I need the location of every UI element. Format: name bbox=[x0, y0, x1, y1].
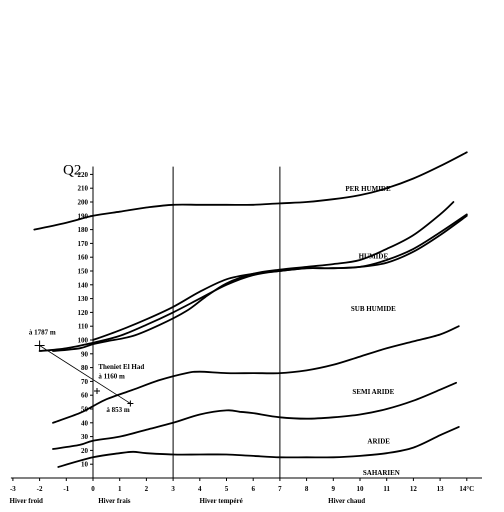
y-tick-label-3: 40 bbox=[81, 419, 89, 427]
station-label-3: à 853 m bbox=[106, 406, 130, 414]
x-tick-label-17: 14°C bbox=[459, 485, 474, 493]
y-tick-label-12: 130 bbox=[78, 295, 89, 303]
y-tick-label-14: 150 bbox=[78, 268, 89, 276]
season-label-0: Hiver froid bbox=[10, 497, 43, 505]
y-tick-label-15: 160 bbox=[78, 254, 89, 262]
x-tick-label-3: 0 bbox=[91, 485, 95, 493]
y-tick-label-0: 10 bbox=[81, 461, 89, 469]
station-labels: à 1787 m Theniet El Had à 1160 m à 853 m bbox=[29, 328, 144, 413]
zone-labels: PER HUMIDE HUMIDE SUB HUMIDE SEMI ARIDE ARID… bbox=[345, 185, 399, 477]
station-markers bbox=[34, 340, 134, 407]
season-label-2: Hiver tempéré bbox=[200, 497, 243, 505]
station-label-1: Theniet El Had bbox=[98, 363, 144, 371]
axes bbox=[10, 166, 482, 479]
y-tick-label-18: 190 bbox=[78, 212, 89, 220]
y-tick-label-10: 110 bbox=[78, 323, 89, 331]
zone-boundary-curve-2 bbox=[38, 213, 468, 352]
zone-label-4: ARIDE bbox=[367, 438, 390, 446]
x-tick-label-13: 10 bbox=[357, 485, 365, 493]
station-leader-line bbox=[39, 345, 131, 404]
station-marker-1 bbox=[94, 388, 101, 395]
y-axis-ticks: 10 20 30 40 50 60 70 80 90 100 110 120 130 140 150 160 1… bbox=[78, 171, 93, 469]
x-axis-ticks: -3 -2 -1 0 1 2 3 4 5 6 7 8 9 10 11 12 13 14°C bbox=[10, 478, 474, 493]
y-tick-label-20: 210 bbox=[78, 185, 89, 193]
x-tick-label-9: 6 bbox=[251, 485, 255, 493]
y-tick-label-4: 50 bbox=[81, 406, 89, 414]
zone-boundary-curve-6 bbox=[57, 426, 460, 468]
x-tick-label-16: 13 bbox=[437, 485, 445, 493]
x-tick-label-2: -1 bbox=[63, 485, 69, 493]
x-tick-label-7: 4 bbox=[198, 485, 202, 493]
x-tick-label-4: 1 bbox=[118, 485, 122, 493]
y-axis-title: Q2 bbox=[63, 163, 81, 179]
season-labels: Hiver froid Hiver frais Hiver tempéré Hiver… bbox=[10, 497, 366, 505]
x-tick-label-1: -2 bbox=[37, 485, 43, 493]
station-marker-2 bbox=[127, 400, 134, 407]
zone-label-2: SUB HUMIDE bbox=[351, 305, 396, 313]
x-tick-label-12: 9 bbox=[332, 485, 336, 493]
zone-label-3: SEMI ARIDE bbox=[352, 388, 394, 396]
y-tick-label-9: 100 bbox=[78, 337, 89, 345]
x-tick-label-14: 11 bbox=[383, 485, 390, 493]
x-tick-label-15: 12 bbox=[410, 485, 418, 493]
y-tick-label-2: 30 bbox=[81, 433, 89, 441]
y-tick-label-16: 170 bbox=[78, 240, 89, 248]
zone-label-5: SAHARIEN bbox=[363, 469, 400, 477]
y-tick-label-17: 180 bbox=[78, 226, 89, 234]
season-boundary-lines bbox=[92, 166, 281, 478]
y-tick-label-5: 60 bbox=[81, 392, 89, 400]
x-tick-label-11: 8 bbox=[305, 485, 309, 493]
season-label-3: Hiver chaud bbox=[328, 497, 365, 505]
x-tick-label-6: 3 bbox=[171, 485, 175, 493]
y-tick-label-11: 120 bbox=[78, 309, 89, 317]
station-label-2: à 1160 m bbox=[98, 373, 125, 381]
zone-boundary-curve-5 bbox=[52, 381, 457, 450]
y-tick-label-6: 70 bbox=[81, 378, 89, 386]
x-tick-label-0: -3 bbox=[10, 485, 16, 493]
zone-boundary-curves bbox=[33, 151, 468, 468]
zone-boundary-curve-3 bbox=[52, 201, 455, 352]
zone-label-1: HUMIDE bbox=[359, 253, 389, 261]
y-tick-label-8: 90 bbox=[81, 350, 89, 358]
zone-label-0: PER HUMIDE bbox=[345, 185, 391, 193]
y-tick-label-7: 80 bbox=[81, 364, 89, 372]
x-tick-label-5: 2 bbox=[145, 485, 149, 493]
y-tick-label-19: 200 bbox=[78, 199, 89, 207]
x-tick-label-8: 5 bbox=[225, 485, 229, 493]
station-label-0: à 1787 m bbox=[29, 328, 56, 336]
y-tick-label-1: 20 bbox=[81, 447, 89, 455]
season-label-1: Hiver frais bbox=[98, 497, 131, 505]
zone-boundary-curve-4 bbox=[52, 325, 460, 424]
station-annotation-lines bbox=[39, 345, 131, 404]
y-tick-label-21: 220 bbox=[78, 171, 89, 179]
x-tick-label-10: 7 bbox=[278, 485, 282, 493]
y-tick-label-13: 140 bbox=[78, 281, 89, 289]
zone-boundary-curve-0 bbox=[33, 151, 468, 231]
station-marker-0 bbox=[34, 340, 45, 351]
